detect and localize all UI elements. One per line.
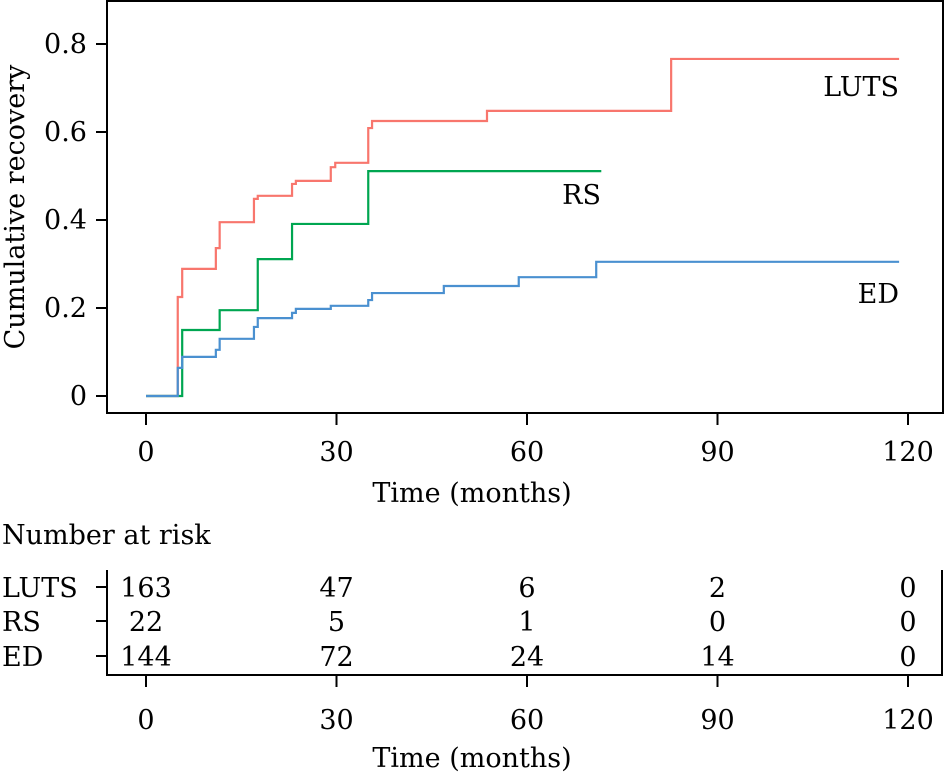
plot-frame [106, 0, 944, 414]
risk-row-group-label: LUTS [2, 573, 78, 604]
curve-label-ed: ED [858, 279, 899, 310]
risk-count: 6 [518, 573, 535, 604]
risk-count: 5 [328, 607, 345, 638]
curve-label-luts: LUTS [823, 72, 899, 103]
y-tick-label: 0.4 [44, 205, 87, 236]
x-tick-label: 30 [319, 437, 353, 468]
risk-count: 22 [129, 607, 163, 638]
risk-x-tick-label: 120 [882, 705, 934, 736]
curve-labels: LUTS RS ED [562, 72, 899, 310]
y-ticks: 0 0.2 0.4 0.6 0.8 [44, 29, 107, 412]
risk-count: 144 [120, 642, 172, 673]
risk-x-tick-label: 90 [700, 705, 734, 736]
y-tick-label: 0 [70, 381, 87, 412]
curve-label-rs: RS [562, 180, 601, 211]
risk-count: 72 [319, 642, 353, 673]
x-tick-label: 0 [137, 437, 154, 468]
risk-table-title: Number at risk [2, 520, 211, 551]
risk-count: 24 [510, 642, 544, 673]
y-tick-label: 0.6 [44, 117, 87, 148]
risk-count: 0 [899, 642, 916, 673]
x-tick-label: 90 [700, 437, 734, 468]
curve-ed [146, 260, 900, 398]
risk-count: 0 [709, 607, 726, 638]
risk-x-tick-label: 30 [319, 705, 353, 736]
risk-count: 47 [319, 573, 353, 604]
risk-count: 2 [709, 573, 726, 604]
y-axis-label: Cumulative recovery [0, 64, 31, 349]
y-tick-label: 0.2 [44, 293, 87, 324]
risk-x-tick-label: 60 [510, 705, 544, 736]
curves [146, 57, 900, 398]
curve-rs [146, 170, 602, 398]
y-tick-label: 0.8 [44, 29, 87, 60]
risk-table-rows: LUTS 163 47 6 2 0RS 22 5 1 0 0ED 144 72 24 14 0 [2, 573, 917, 673]
risk-count: 163 [120, 573, 172, 604]
risk-row-group-label: ED [2, 642, 43, 673]
risk-count: 0 [899, 607, 916, 638]
risk-table-x-axis-label: Time (months) [372, 743, 571, 774]
curve-luts [146, 57, 900, 398]
risk-count: 0 [899, 573, 916, 604]
risk-count: 14 [700, 642, 734, 673]
risk-row-group-label: RS [2, 607, 41, 638]
risk-count: 1 [518, 607, 535, 638]
x-ticks: 0 30 60 90 120 [137, 413, 934, 468]
x-axis-label: Time (months) [372, 478, 571, 509]
x-tick-label: 120 [882, 437, 934, 468]
risk-x-tick-label: 0 [137, 705, 154, 736]
x-tick-label: 60 [510, 437, 544, 468]
risk-table-x-ticks: 0 30 60 90 120 [137, 675, 934, 736]
